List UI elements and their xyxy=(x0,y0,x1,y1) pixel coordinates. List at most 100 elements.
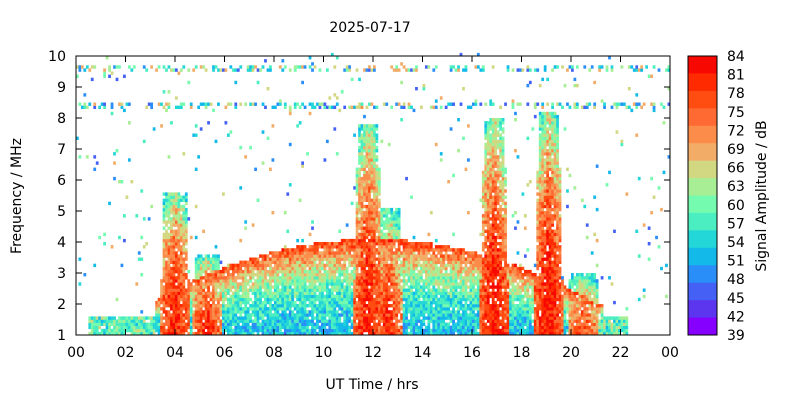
heatmap-cell xyxy=(395,232,399,237)
heatmap-cell xyxy=(103,105,106,109)
heatmap-cell xyxy=(496,217,500,221)
heatmap-cell xyxy=(184,248,188,252)
heatmap-cell xyxy=(489,192,493,196)
heatmap-cell xyxy=(491,145,495,150)
heatmap-cell xyxy=(442,313,446,317)
heatmap-cell xyxy=(142,245,146,249)
heatmap-cell xyxy=(474,288,478,292)
heatmap-cell xyxy=(377,263,381,268)
heatmap-cell xyxy=(246,331,250,336)
heatmap-cell xyxy=(172,238,176,243)
heatmap-cell xyxy=(177,313,181,317)
heatmap-cell xyxy=(449,288,453,292)
heatmap-cell xyxy=(170,248,173,252)
heatmap-cell xyxy=(316,297,319,302)
heatmap-cell xyxy=(249,319,253,323)
heatmap-cell xyxy=(496,176,500,181)
heatmap-cell xyxy=(162,235,166,240)
heatmap-cell xyxy=(167,285,171,289)
heatmap-cell xyxy=(333,276,337,280)
heatmap-cell xyxy=(412,257,416,261)
heatmap-cell xyxy=(365,142,369,147)
heatmap-cell xyxy=(486,276,490,280)
heatmap-cell xyxy=(439,279,443,283)
heatmap-cell xyxy=(330,288,334,292)
heatmap-cell xyxy=(229,297,233,302)
heatmap-cell xyxy=(311,282,314,286)
heatmap-cell xyxy=(373,310,376,314)
heatmap-cell xyxy=(145,68,149,72)
heatmap-cell xyxy=(231,279,235,283)
heatmap-cell xyxy=(330,279,334,283)
heatmap-cell xyxy=(226,133,230,137)
heatmap-cell xyxy=(489,118,493,122)
heatmap-cell xyxy=(382,242,386,246)
heatmap-cell xyxy=(113,161,116,165)
heatmap-cell xyxy=(202,263,205,268)
heatmap-cell xyxy=(204,282,208,286)
heatmap-cell xyxy=(377,223,381,227)
heatmap-cell xyxy=(135,316,139,320)
heatmap-cell xyxy=(155,304,158,308)
heatmap-cell xyxy=(288,68,292,72)
heatmap-cell xyxy=(457,304,460,308)
heatmap-cell xyxy=(444,316,448,320)
heatmap-cell xyxy=(323,263,327,268)
heatmap-cell xyxy=(410,316,413,320)
heatmap-cell xyxy=(486,214,490,218)
heatmap-cell xyxy=(439,273,443,277)
heatmap-cell xyxy=(397,254,401,258)
heatmap-cell xyxy=(420,245,423,249)
heatmap-cell xyxy=(318,251,322,255)
heatmap-cell xyxy=(108,319,111,323)
heatmap-cell xyxy=(363,235,366,240)
heatmap-cell xyxy=(338,328,342,333)
heatmap-cell xyxy=(137,325,141,330)
heatmap-cell xyxy=(358,254,361,258)
heatmap-cell xyxy=(457,297,460,302)
heatmap-cell xyxy=(234,288,238,292)
heatmap-cell xyxy=(350,238,354,243)
heatmap-cell xyxy=(88,322,92,326)
heatmap-cell xyxy=(335,316,339,320)
heatmap-cell xyxy=(90,322,94,326)
heatmap-cell xyxy=(444,273,448,277)
heatmap-cell xyxy=(229,307,233,311)
heatmap-cell xyxy=(462,266,465,271)
heatmap-cell xyxy=(486,204,490,209)
heatmap-cell xyxy=(355,245,359,249)
heatmap-cell xyxy=(484,183,488,187)
heatmap-cell xyxy=(350,77,354,82)
heatmap-cell xyxy=(491,263,495,268)
heatmap-cell xyxy=(194,133,198,137)
heatmap-cell xyxy=(204,307,208,311)
heatmap-cell xyxy=(464,251,468,255)
heatmap-cell xyxy=(182,325,186,330)
heatmap-cell xyxy=(397,307,401,311)
heatmap-cell xyxy=(177,276,181,280)
heatmap-cell xyxy=(494,322,498,326)
heatmap-cell xyxy=(313,325,317,330)
heatmap-cell xyxy=(375,217,379,221)
heatmap-cell xyxy=(184,328,188,333)
heatmap-cell xyxy=(207,310,210,314)
heatmap-cell xyxy=(328,266,332,271)
heatmap-cell xyxy=(415,325,418,330)
heatmap-cell xyxy=(368,251,371,255)
heatmap-cell xyxy=(434,325,438,330)
heatmap-cell xyxy=(420,291,423,295)
heatmap-cell xyxy=(132,331,136,336)
heatmap-cell xyxy=(397,294,401,299)
heatmap-cell xyxy=(363,139,366,144)
heatmap-cell xyxy=(452,251,455,255)
heatmap-cell xyxy=(434,310,438,314)
heatmap-cell xyxy=(375,192,379,196)
heatmap-cell xyxy=(217,260,220,264)
heatmap-cell xyxy=(187,304,191,308)
heatmap-cell xyxy=(162,297,166,302)
heatmap-cell xyxy=(407,245,411,249)
heatmap-cell xyxy=(424,307,428,311)
heatmap-cell xyxy=(476,307,480,311)
heatmap-cell xyxy=(179,207,183,212)
heatmap-cell xyxy=(402,307,406,311)
